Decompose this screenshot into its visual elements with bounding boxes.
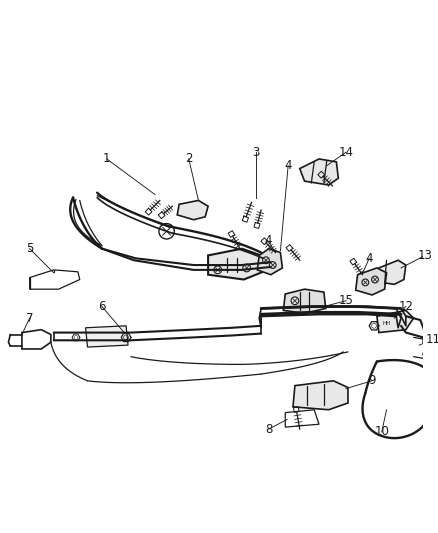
Text: 9: 9	[368, 374, 376, 387]
Text: 8: 8	[265, 423, 272, 435]
Text: 10: 10	[374, 425, 389, 439]
Polygon shape	[283, 289, 326, 313]
Polygon shape	[375, 260, 406, 284]
Text: 5: 5	[26, 242, 33, 255]
Text: 13: 13	[418, 249, 433, 262]
Text: 3: 3	[253, 146, 260, 159]
Text: 7: 7	[26, 312, 33, 325]
Text: 11: 11	[425, 333, 438, 346]
Text: HH: HH	[382, 321, 391, 326]
Polygon shape	[257, 249, 283, 274]
Polygon shape	[85, 326, 128, 347]
Polygon shape	[293, 381, 348, 410]
Text: 14: 14	[339, 146, 353, 159]
Polygon shape	[300, 159, 338, 185]
Text: 12: 12	[398, 300, 413, 313]
Text: 1: 1	[103, 152, 110, 165]
Text: 15: 15	[339, 294, 353, 307]
Polygon shape	[377, 310, 413, 333]
Text: 6: 6	[98, 300, 106, 313]
Text: 4: 4	[284, 159, 292, 172]
Text: 4: 4	[365, 252, 373, 265]
Text: 2: 2	[185, 152, 193, 165]
Polygon shape	[208, 249, 263, 279]
Text: 4: 4	[264, 235, 272, 247]
Polygon shape	[177, 200, 208, 220]
Polygon shape	[356, 268, 387, 295]
